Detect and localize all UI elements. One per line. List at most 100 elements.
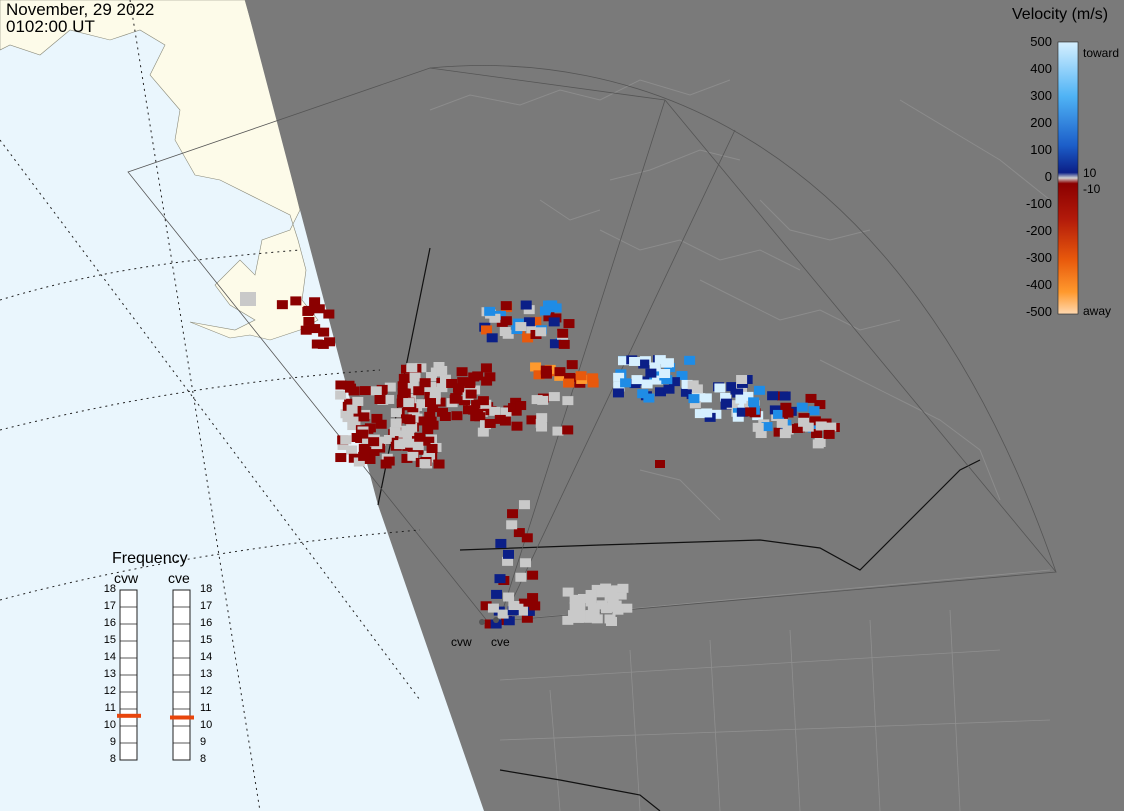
scatter-cell	[495, 538, 507, 548]
colorbar-tick-label: 400	[1030, 61, 1052, 76]
scatter-cell	[808, 406, 820, 416]
scatter-cell	[403, 398, 415, 408]
freq-radar-label-cvw: cvw	[114, 570, 139, 586]
freq-tick-left: 15	[103, 634, 116, 646]
scatter-cell	[371, 413, 383, 423]
scatter-cell	[290, 296, 302, 306]
scatter-cell	[802, 422, 814, 432]
scatter-cell	[796, 402, 808, 412]
scatter-cell	[529, 601, 541, 611]
scatter-cell	[563, 319, 575, 329]
scatter-cell	[384, 382, 396, 392]
scatter-cell	[546, 300, 558, 310]
scatter-cell	[368, 446, 380, 456]
scatter-cell	[773, 427, 785, 437]
scatter-cell	[494, 574, 506, 584]
scatter-cell	[539, 306, 551, 316]
scatter-cell	[358, 451, 370, 461]
colorbar-tick-label: 500	[1030, 34, 1052, 49]
scatter-cell	[515, 322, 527, 332]
scatter-cell	[412, 445, 424, 455]
colorbar-gradient	[1057, 41, 1079, 315]
scatter-cell	[526, 415, 538, 425]
freq-tick-left: 16	[103, 617, 116, 629]
colorbar-tick-label: -500	[1025, 304, 1052, 319]
colorbar-tick-label: 0	[1044, 169, 1052, 184]
colorbar-label-minus10: -10	[1083, 182, 1101, 196]
scatter-cell	[389, 427, 401, 437]
scatter-cell	[522, 333, 534, 343]
scatter-cell	[437, 407, 449, 417]
colorbar-tick-label: -200	[1025, 223, 1052, 238]
freq-tick-left: 18	[103, 583, 116, 595]
scatter-cell	[694, 409, 706, 419]
scatter-cell	[401, 453, 413, 463]
scatter-cell	[494, 414, 506, 424]
scatter-cell	[575, 371, 587, 381]
scatter-cell	[407, 379, 419, 389]
freq-tick-right: 17	[200, 600, 213, 612]
date-label: November, 29 2022	[6, 0, 155, 19]
scatter-cell	[735, 394, 747, 404]
scatter-cell	[489, 313, 501, 323]
freq-tick-left: 12	[103, 685, 116, 697]
scatter-cell	[548, 392, 560, 402]
scatter-cell	[375, 419, 387, 429]
scatter-cell	[309, 324, 321, 334]
scatter-cell	[484, 306, 496, 316]
scatter-cell	[564, 372, 576, 382]
freq-tick-right: 10	[200, 719, 213, 731]
scatter-cell	[500, 301, 512, 311]
scatter-cell	[520, 300, 532, 310]
freq-tick-right: 8	[200, 753, 207, 765]
scatter-cell	[521, 533, 533, 543]
scatter-cell	[689, 399, 701, 409]
scatter-cell	[457, 377, 469, 387]
scatter-cell	[562, 615, 574, 625]
freq-tick-right: 9	[200, 736, 207, 748]
scatter-cell	[652, 375, 664, 385]
scatter-cell	[700, 393, 712, 403]
scatter-cell	[480, 363, 492, 373]
scatter-cell	[641, 379, 653, 389]
scatter-cell	[276, 300, 288, 310]
scatter-cell	[662, 358, 674, 368]
scatter-cell	[484, 619, 496, 629]
scatter-cell	[318, 327, 330, 337]
scatter-cell	[631, 375, 643, 385]
scatter-cell	[480, 601, 492, 611]
scatter-cell	[527, 593, 539, 603]
scatter-cell	[798, 417, 810, 427]
scatter-cell	[456, 367, 468, 377]
scatter-cell	[540, 369, 552, 379]
site-cvw-marker	[479, 619, 485, 625]
scatter-cell	[300, 325, 312, 335]
freq-tick-right: 14	[200, 651, 213, 663]
scatter-cell	[680, 387, 692, 397]
colorbar-toward-label: toward	[1083, 46, 1120, 60]
scatter-cell	[407, 403, 419, 413]
scatter-cell	[638, 359, 650, 369]
scatter-cell	[617, 583, 629, 593]
scatter-cell	[499, 327, 511, 337]
scatter-cell	[548, 317, 560, 327]
scatter-cell	[563, 378, 575, 388]
scatter-cell	[474, 412, 486, 422]
scatter-cell	[390, 408, 402, 418]
frequency-marker-cve	[170, 715, 194, 720]
scatter-cell	[741, 375, 753, 385]
scatter-cell	[562, 396, 574, 406]
scatter-cell	[554, 367, 566, 377]
scatter-cell	[535, 327, 547, 337]
scatter-cell	[398, 373, 410, 383]
scatter-cell	[607, 596, 619, 606]
scatter-cell	[776, 418, 788, 428]
scatter-cell	[726, 400, 738, 410]
scatter-cell	[714, 383, 726, 393]
scatter-cell	[413, 386, 425, 396]
scatter-cell	[645, 368, 657, 378]
scatter-cell	[604, 592, 616, 602]
scatter-cell	[809, 416, 821, 426]
scatter-cell	[523, 317, 535, 327]
